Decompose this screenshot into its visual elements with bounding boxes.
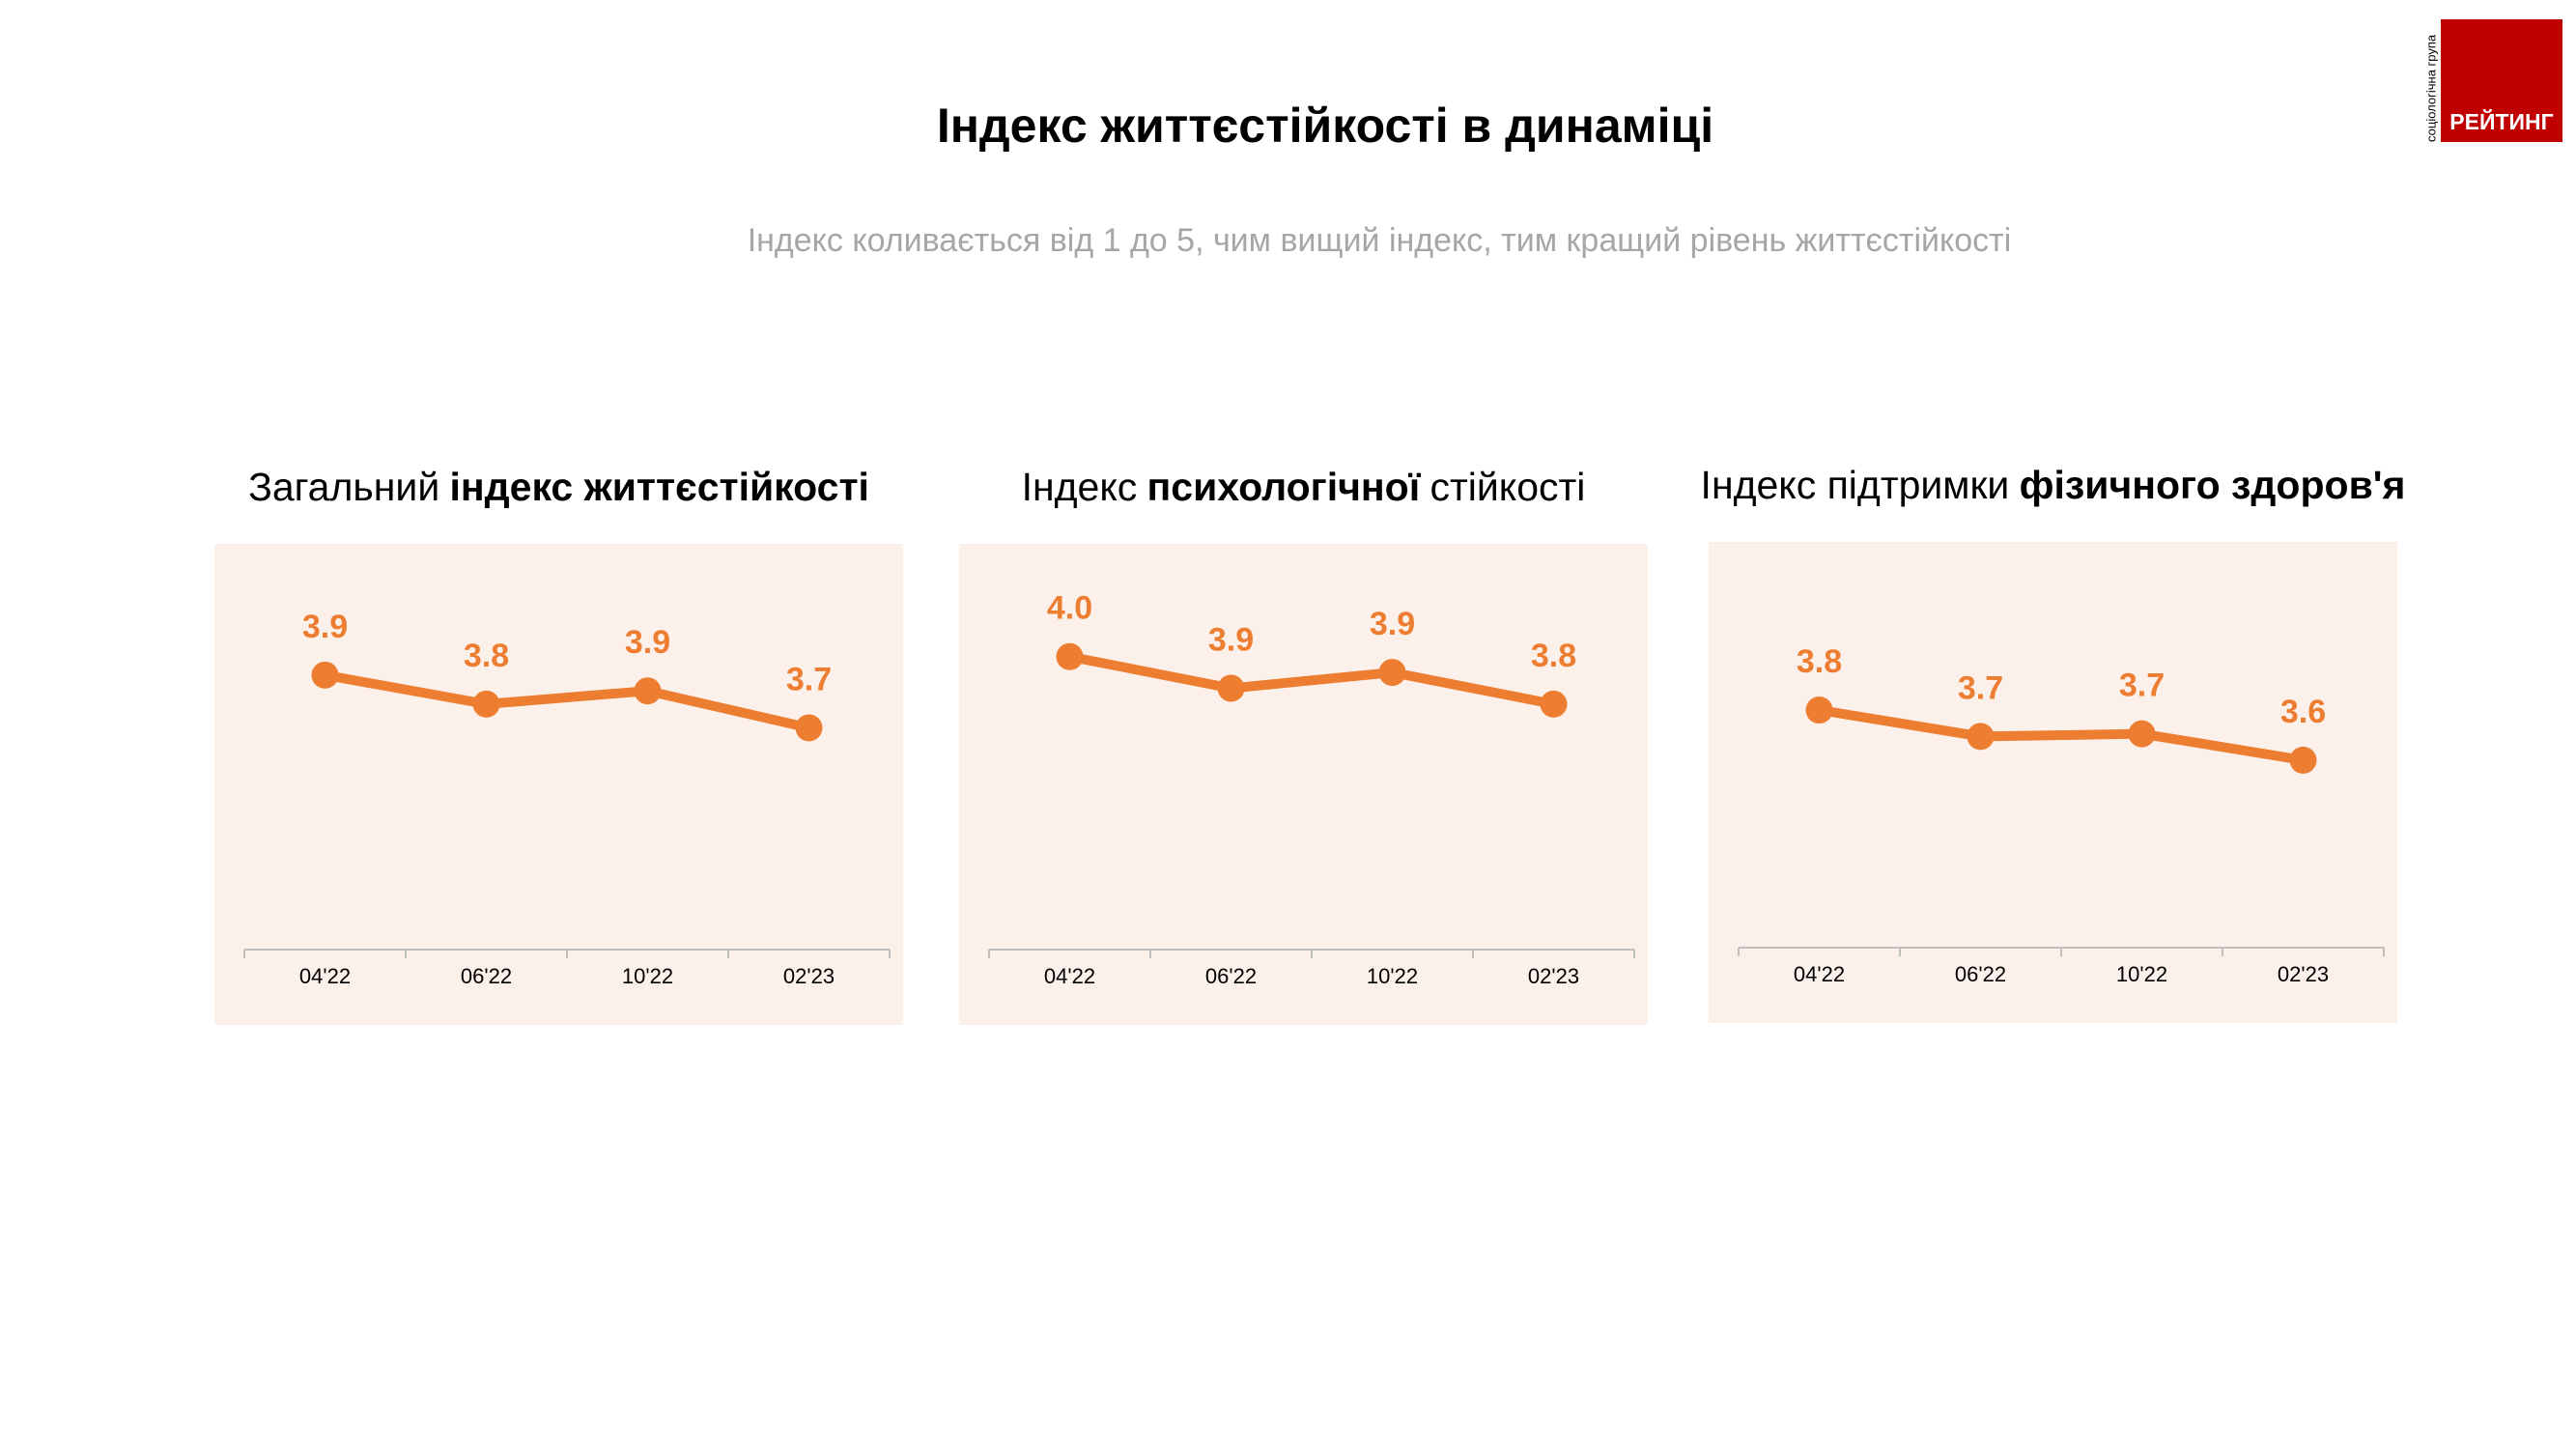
data-point — [2289, 746, 2317, 774]
data-label: 3.9 — [1208, 621, 1254, 658]
data-point — [1805, 696, 1833, 724]
x-tick-label: 02'23 — [1528, 964, 1579, 988]
data-point — [1540, 690, 1568, 718]
chart-title-part: Загальний — [248, 465, 439, 509]
data-label: 3.8 — [1531, 638, 1576, 674]
x-tick-label: 10'22 — [2116, 962, 2167, 986]
chart-panel — [214, 544, 903, 1025]
slide-subtitle: Індекс коливається від 1 до 5, чим вищий… — [748, 222, 2012, 259]
x-tick-label: 04'22 — [299, 964, 351, 988]
x-tick-label: 04'22 — [1794, 962, 1845, 986]
data-line — [324, 669, 810, 733]
x-tick-label: 02'23 — [2278, 962, 2329, 986]
chart-title-part: фізичного здоров'я — [2020, 463, 2406, 507]
chart-title: Загальний індекс життєстійкості — [248, 465, 869, 509]
data-label: 3.9 — [302, 609, 348, 645]
x-tick-label: 06'22 — [1205, 964, 1257, 988]
chart-panel — [1709, 542, 2397, 1023]
data-label: 3.9 — [625, 624, 670, 661]
slide-title: Індекс життєстійкості в динаміці — [937, 99, 1713, 153]
data-label: 4.0 — [1047, 590, 1092, 627]
data-label: 3.7 — [1958, 669, 2003, 706]
chart-title-part: психологічної — [1147, 465, 1422, 509]
logo-brand: РЕЙТИНГ — [2449, 108, 2553, 134]
chart-title-part: стійкості — [1430, 465, 1586, 509]
data-point — [1967, 723, 1995, 751]
data-point — [1056, 642, 1084, 670]
x-tick-label: 10'22 — [1367, 964, 1418, 988]
chart-title-part: Індекс — [1022, 465, 1138, 509]
data-point — [472, 690, 500, 718]
chart-panel — [959, 544, 1648, 1025]
data-point — [1217, 674, 1245, 702]
data-point — [1378, 659, 1406, 687]
data-label: 3.8 — [464, 638, 509, 674]
data-label: 3.8 — [1797, 643, 1842, 680]
data-line — [1068, 651, 1555, 709]
x-tick-label: 02'23 — [783, 964, 835, 988]
data-point — [2128, 720, 2156, 748]
x-tick-label: 10'22 — [622, 964, 673, 988]
x-tick-label: 06'22 — [461, 964, 512, 988]
data-point — [311, 661, 339, 689]
data-line — [1818, 705, 2305, 765]
data-label: 3.6 — [2280, 694, 2326, 730]
chart-title-part: Індекс підтримки — [1701, 463, 2010, 507]
chart-title: Індекс психологічної стійкості — [1022, 465, 1586, 509]
data-label: 3.9 — [1370, 606, 1415, 642]
x-tick-label: 06'22 — [1955, 962, 2006, 986]
data-label: 3.7 — [2119, 668, 2165, 704]
x-tick-label: 04'22 — [1044, 964, 1095, 988]
data-point — [795, 714, 823, 742]
data-label: 3.7 — [786, 661, 832, 697]
data-point — [634, 677, 662, 705]
chart-title-part: індекс життєстійкості — [449, 465, 868, 509]
logo-box — [2441, 19, 2562, 142]
chart-title: Індекс підтримки фізичного здоров'я — [1701, 463, 2406, 507]
logo-tagline: соціологічна група — [2423, 34, 2438, 142]
